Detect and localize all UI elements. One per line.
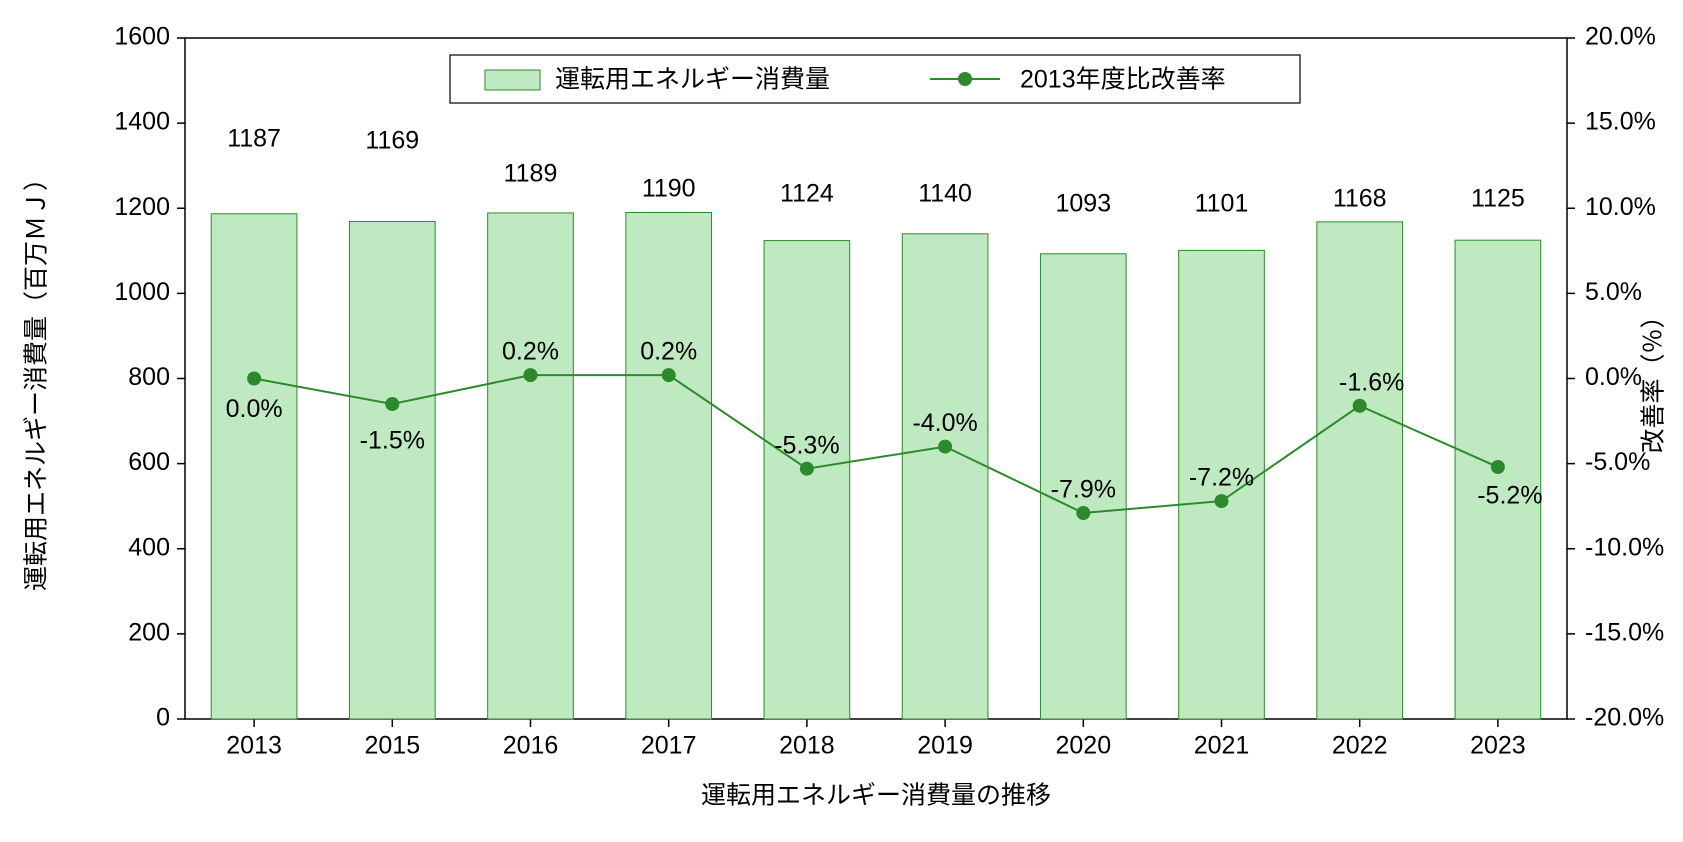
line-marker <box>1076 506 1090 520</box>
y-left-tick-label: 600 <box>128 448 170 476</box>
bar-value-label: 1169 <box>365 127 419 155</box>
y-left-tick-label: 1400 <box>114 108 170 136</box>
chart-container: 0 200 400 600 800 1000 1200 1400 1600 -20.0% -15.0… <box>0 0 1683 842</box>
y-left-tick-label: 200 <box>128 618 170 646</box>
y-left-tick-label: 1200 <box>114 193 170 221</box>
x-tick-label: 2022 <box>1332 732 1388 760</box>
line-value-label: -5.3% <box>774 431 839 459</box>
line-value-label: -5.2% <box>1477 482 1542 510</box>
bar-value-label: 1125 <box>1471 185 1525 213</box>
bar <box>902 234 988 719</box>
bar-value-label: 1140 <box>918 180 972 208</box>
x-tick-label: 2017 <box>641 732 697 760</box>
bar <box>1455 240 1541 719</box>
legend-line-label: 2013年度比改善率 <box>1020 66 1226 94</box>
bar-value-label: 1187 <box>227 125 281 153</box>
y-right-tick-label: 10.0% <box>1585 193 1656 221</box>
bar-value-label: 1101 <box>1195 190 1249 218</box>
line-value-label: 0.2% <box>640 338 697 366</box>
y-right-tick-label: 0.0% <box>1585 363 1642 391</box>
line-marker <box>524 368 538 382</box>
x-tick-label: 2019 <box>917 732 973 760</box>
y-right-tick-label: -10.0% <box>1585 533 1664 561</box>
legend-bar-label: 運転用エネルギー消費量 <box>555 66 830 94</box>
y-right-tick-label: 5.0% <box>1585 278 1642 306</box>
x-tick-label: 2015 <box>364 732 420 760</box>
line-marker <box>800 462 814 476</box>
y-right-tick-label: -20.0% <box>1585 704 1664 732</box>
bar <box>211 214 297 719</box>
line-value-label: -1.6% <box>1339 368 1404 396</box>
bar <box>764 241 850 719</box>
x-tick-label: 2018 <box>779 732 835 760</box>
bar-value-label: 1190 <box>642 175 696 203</box>
bar-value-label: 1168 <box>1333 185 1387 213</box>
line-value-label: 0.2% <box>502 338 559 366</box>
line-marker <box>1491 460 1505 474</box>
y-right-axis-title: 改善率（％） <box>1640 303 1668 453</box>
line-value-label: 0.0% <box>226 395 283 423</box>
bar <box>1317 222 1403 719</box>
chart-title: 運転用エネルギー消費量の推移 <box>701 782 1051 810</box>
y-left-axis-title: 運転用エネルギー消費量（百万ＭＪ） <box>23 166 51 591</box>
x-tick-label: 2021 <box>1194 732 1250 760</box>
line-marker <box>662 368 676 382</box>
y-right-tick-label: 15.0% <box>1585 108 1656 136</box>
bar-value-label: 1189 <box>504 160 558 188</box>
y-left-tick-label: 1600 <box>114 23 170 51</box>
bar-value-label: 1124 <box>780 180 834 208</box>
y-left-tick-label: 1000 <box>114 278 170 306</box>
energy-chart: 0 200 400 600 800 1000 1200 1400 1600 -20.0% -15.0… <box>0 0 1683 842</box>
line-marker <box>385 397 399 411</box>
y-right-tick-label: -15.0% <box>1585 618 1664 646</box>
legend-bar-swatch <box>485 70 540 90</box>
line-value-label: -7.9% <box>1051 476 1116 504</box>
bar <box>626 213 712 719</box>
bar <box>349 221 435 719</box>
x-tick-label: 2020 <box>1055 732 1111 760</box>
line-marker <box>247 372 261 386</box>
x-tick-label: 2016 <box>503 732 559 760</box>
bar-value-label: 1093 <box>1055 190 1111 218</box>
line-value-label: -1.5% <box>360 427 425 455</box>
y-left-tick-label: 800 <box>128 363 170 391</box>
line-marker <box>1215 494 1229 508</box>
bar <box>488 213 574 719</box>
y-right-tick-label: 20.0% <box>1585 23 1656 51</box>
x-tick-label: 2013 <box>226 732 282 760</box>
y-left-tick-label: 400 <box>128 533 170 561</box>
line-value-label: -7.2% <box>1189 464 1254 492</box>
line-marker <box>938 440 952 454</box>
line-value-label: -4.0% <box>912 409 977 437</box>
y-left-tick-label: 0 <box>156 704 170 732</box>
legend-line-marker <box>958 72 972 86</box>
line-marker <box>1353 399 1367 413</box>
x-tick-label: 2023 <box>1470 732 1526 760</box>
